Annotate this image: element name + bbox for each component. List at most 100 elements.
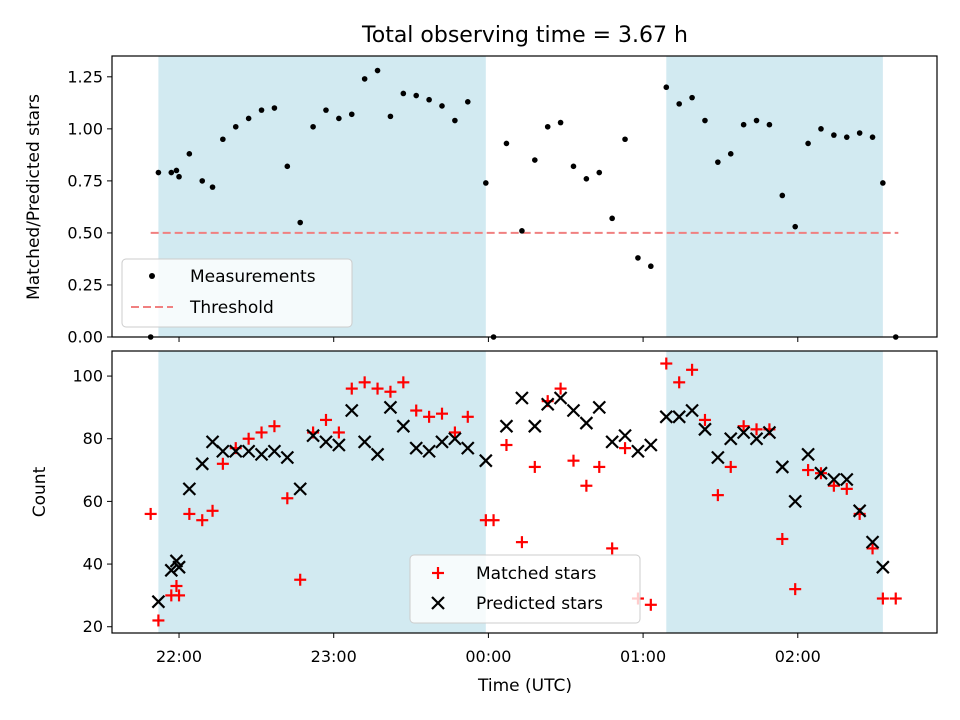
measurement-point — [400, 90, 407, 97]
predicted-star-point — [383, 400, 398, 415]
matched-star-point — [436, 407, 448, 420]
top-legend: Measurements Threshold — [121, 258, 353, 328]
predicted-star-point — [865, 535, 880, 549]
top-y-tick-label: 0.00 — [67, 328, 103, 347]
legend-matched-marker — [432, 567, 444, 579]
matched-star-point — [371, 382, 384, 395]
predicted-star-point — [293, 482, 307, 496]
measurement-point — [297, 219, 304, 226]
predicted-star-point — [801, 447, 815, 462]
measurement-point — [779, 192, 786, 199]
measurement-point — [831, 132, 837, 138]
matched-star-point — [423, 410, 436, 423]
matched-star-point — [397, 376, 410, 389]
matched-star-point — [500, 439, 513, 451]
bottom-legend: Matched stars Predicted stars — [409, 554, 641, 624]
measurement-point — [155, 169, 162, 176]
predicted-star-point — [195, 457, 210, 471]
matched-star-point — [580, 479, 593, 492]
measurement-point — [740, 121, 747, 128]
predicted-star-point — [827, 472, 841, 487]
matched-star-point — [827, 479, 840, 492]
bottom-panel: 22:00 23:00 00:00 01:00 02:00 20 40 60 80 100 Co… — [30, 350, 938, 696]
matched-star-point — [216, 457, 229, 470]
predicted-star-point — [711, 450, 725, 465]
top-y-tick-label: 0.50 — [67, 223, 103, 242]
measurement-point — [792, 223, 799, 230]
predicted-star-point — [762, 425, 777, 440]
matched-star-point — [619, 442, 632, 455]
predicted-star-point — [435, 435, 449, 449]
matched-star-point — [358, 376, 371, 389]
matched-star-point — [660, 357, 673, 370]
matched-star-point — [840, 482, 853, 495]
measurement-point — [323, 107, 329, 113]
predicted-star-point — [241, 444, 256, 459]
matched-star-point — [606, 542, 619, 555]
predicted-star-point — [344, 403, 359, 418]
predicted-star-point — [182, 482, 197, 496]
x-axis-label: Time (UTC) — [477, 676, 572, 696]
measurement-point — [439, 103, 445, 109]
predicted-star-point — [659, 410, 674, 424]
predicted-star-point — [723, 431, 738, 446]
bottom-x-ticks: 22:00 23:00 00:00 01:00 02:00 — [156, 633, 821, 666]
matched-star-point — [515, 536, 528, 549]
top-y-tick-label: 0.25 — [67, 275, 103, 294]
legend-matched-label: Matched stars — [476, 564, 596, 584]
measurement-point — [220, 136, 226, 143]
measurement-point — [880, 180, 886, 186]
measurement-point — [676, 101, 682, 107]
matched-star-point — [255, 426, 268, 439]
predicted-star-point — [618, 428, 632, 443]
predicted-star-point — [306, 428, 320, 443]
predicted-star-point — [579, 416, 594, 430]
measurement-point — [271, 105, 278, 111]
predicted-star-point — [852, 504, 867, 518]
matched-star-point — [173, 589, 186, 602]
top-y-tick-label: 1.25 — [67, 67, 103, 86]
measurement-point — [702, 117, 708, 124]
predicted-star-point — [672, 410, 686, 424]
predicted-star-point — [631, 444, 645, 459]
measurement-point — [622, 136, 628, 143]
measurement-point — [583, 176, 590, 182]
top-y-axis-label: Matched/Predicted stars — [24, 94, 44, 300]
top-y-tick-label: 1.00 — [67, 119, 103, 138]
measurement-point — [374, 67, 381, 74]
matched-star-point — [332, 426, 345, 439]
predicted-star-point — [332, 438, 346, 452]
measurement-point — [596, 169, 603, 176]
predicted-star-point — [254, 447, 269, 462]
matched-star-point — [724, 460, 737, 473]
measurement-point — [648, 263, 654, 270]
predicted-star-point — [553, 391, 568, 405]
predicted-star-point — [151, 594, 166, 609]
predicted-star-point — [749, 431, 764, 446]
predicted-star-point — [515, 391, 529, 405]
measurement-point — [336, 115, 342, 122]
measurement-point — [413, 92, 420, 99]
predicted-star-point — [775, 460, 790, 474]
chart-title: Total observing time = 3.67 h — [361, 23, 688, 48]
matched-star-point — [345, 382, 358, 395]
predicted-star-point — [319, 435, 333, 449]
matched-star-point — [268, 420, 281, 433]
predicted-star-point — [370, 447, 385, 462]
matched-star-point — [384, 385, 397, 398]
legend-measurements-label: Measurements — [190, 267, 316, 287]
measurement-point — [818, 126, 824, 132]
measurement-point — [715, 159, 721, 165]
bottom-y-tick-label: 20 — [83, 617, 103, 636]
predicted-star-point — [216, 444, 230, 459]
predicted-star-point — [698, 422, 712, 437]
matched-star-point — [319, 413, 332, 426]
predicted-star-point — [396, 419, 411, 433]
predicted-star-point — [448, 431, 462, 446]
bottom-y-tick-label: 60 — [83, 492, 103, 511]
measurement-points — [147, 67, 899, 340]
top-axes-frame — [111, 55, 938, 338]
predicted-star-point — [409, 441, 423, 455]
bottom-shaded-interval-1 — [666, 351, 883, 633]
